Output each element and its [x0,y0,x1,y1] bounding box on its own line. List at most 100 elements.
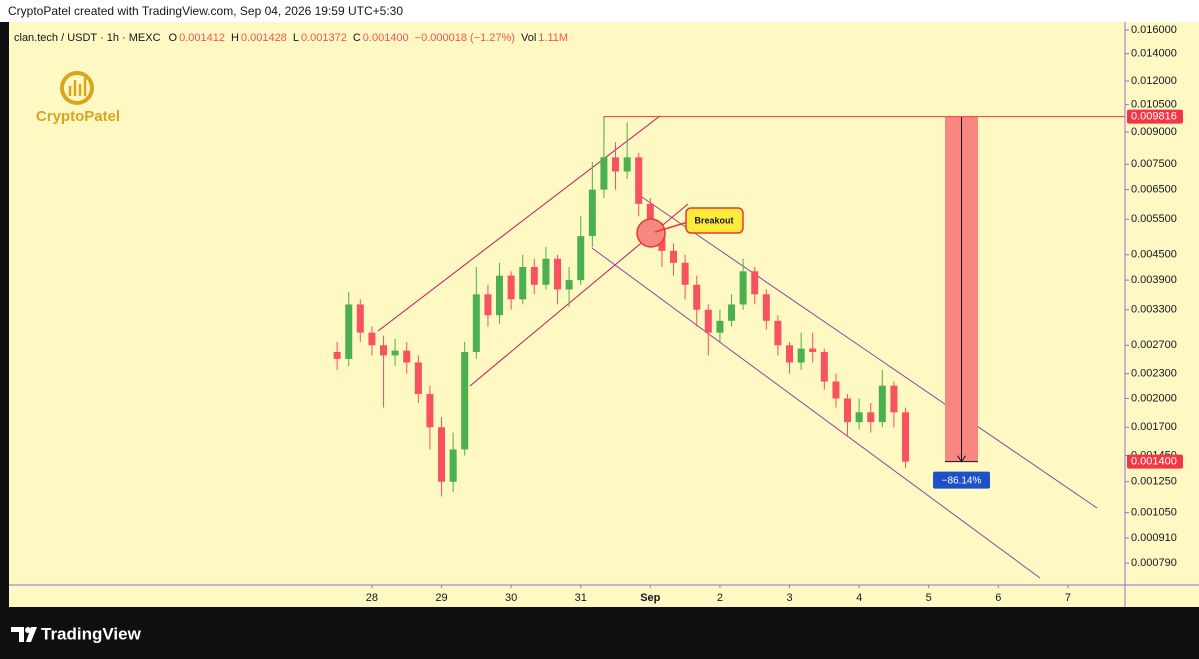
candle-body [635,157,643,204]
measure-label: −86.14% [942,475,982,486]
y-tick-label: 0.000790 [1131,557,1177,569]
x-tick-label: 5 [926,592,932,604]
candle-body [588,189,596,237]
candle-body [646,203,654,230]
x-tick-label: 31 [575,592,587,604]
y-tick-label: 0.006500 [1131,184,1177,196]
candle-body [519,267,527,300]
candle-body [484,294,492,316]
channel-line [377,115,661,332]
candle-body [530,267,538,285]
x-tick-label: Sep [640,592,660,604]
candle-body [751,271,759,295]
candle-body [542,258,550,285]
channel-line [591,247,1041,579]
footer-icon [25,627,31,633]
legend-key: Vol [521,32,536,44]
price-label-box [1127,454,1183,469]
candle-body [774,320,782,346]
legend-value: 0.001428 [241,32,287,44]
measure-label-box [933,471,990,489]
candle-body [716,320,724,333]
x-tick-label: 7 [1065,592,1071,604]
legend-value: 0.001412 [179,32,225,44]
x-tick-label: 2 [717,592,723,604]
chart-background [9,22,1199,607]
candle-body [809,348,817,352]
breakout-marker [636,218,666,248]
x-tick-label: 29 [435,592,447,604]
y-tick-label: 0.002000 [1131,392,1177,404]
price-label: 0.001400 [1131,456,1177,468]
logo-icon [68,78,87,96]
candle-body [623,157,631,172]
candle-body [426,394,434,428]
candle-body [693,284,701,310]
top-bar [0,0,1199,22]
candle-body [461,351,469,450]
candle-body [762,294,770,321]
candle-body [681,262,689,285]
footer-logo: TradingView [11,624,142,643]
legend-key: O [169,32,178,44]
x-tick-label: 30 [505,592,517,604]
candle-body [878,385,886,423]
candle-body [391,350,399,356]
candle-body [612,157,620,172]
footer-brand: TradingView [41,624,142,643]
y-tick-label: 0.012000 [1131,75,1177,87]
y-tick-label: 0.014000 [1131,48,1177,60]
candle-body [832,381,840,399]
price-label-box [1127,109,1183,124]
legend-change: −0.000018 (−1.27%) [415,32,515,44]
y-tick-label: 0.002700 [1131,339,1177,351]
candle-body [554,258,562,290]
plot: 0.016000 0.014000 0.012000 0.010500 0.009000… [333,24,1183,604]
y-tick-label: 0.001050 [1131,507,1177,519]
x-tick-label: 6 [995,592,1001,604]
y-tick-label: 0.005500 [1131,213,1177,225]
candle-body [577,236,585,281]
footer [0,607,1199,659]
y-tick-label: 0.000910 [1131,532,1177,544]
x-tick-label: 4 [856,592,862,604]
candle-body [438,427,446,482]
candle-body [902,412,910,462]
channel-line [635,192,1098,509]
y-tick-label: 0.016000 [1131,24,1177,36]
logo-icon [60,71,94,105]
legend-key: H [231,32,239,44]
candle-body [356,304,364,333]
y-tick-label: 0.007500 [1131,158,1177,170]
y-tick-label: 0.002300 [1131,368,1177,380]
candle-body [472,294,480,352]
candle-body [867,412,875,423]
callout-pointer [654,221,689,233]
logo: CryptoPatel [36,71,120,125]
legend-key: L [293,32,299,44]
legend-value: 1.11M [538,32,568,44]
candle-body [565,280,573,290]
candle-body [414,362,422,395]
candle-body [403,350,411,363]
candle-body [844,398,852,423]
candle-body [855,412,863,423]
candle-body [380,345,388,356]
legend-key: C [353,32,361,44]
candle-body [600,157,608,190]
callout-text: Breakout [694,215,733,225]
y-tick-label: 0.003900 [1131,274,1177,286]
candle-body [333,351,341,359]
candle-body [704,309,712,333]
y-tick-label: 0.001700 [1131,421,1177,433]
candle-body [728,304,736,321]
breakout-callout: Breakout [636,207,744,248]
legend-value: 0.001372 [301,32,347,44]
x-tick-label: 28 [366,592,378,604]
y-tick-label: 0.003300 [1131,304,1177,316]
header-text: CryptoPatel created with TradingView.com… [8,4,403,18]
candle-body [797,348,805,363]
candle-body [670,250,678,263]
x-tick-label: 3 [786,592,792,604]
